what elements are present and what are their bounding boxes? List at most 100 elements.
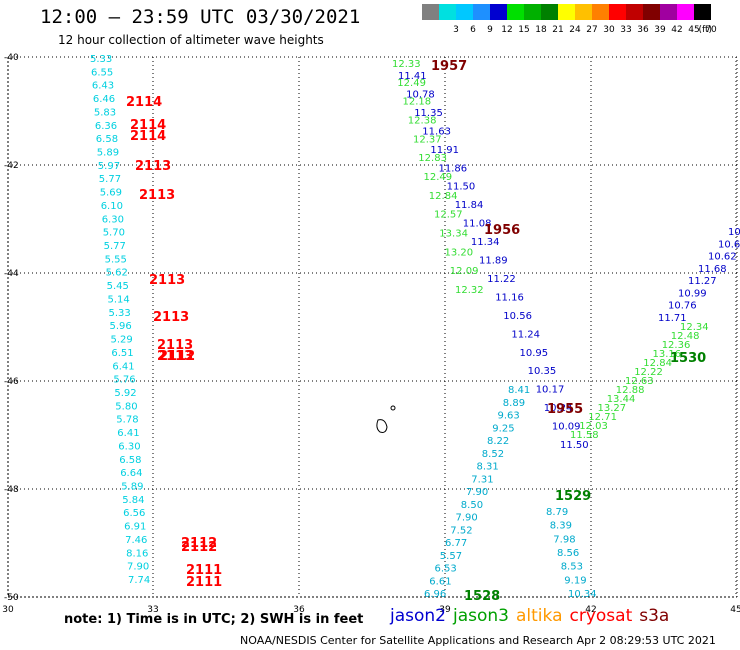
wave-height-label: 11.89 xyxy=(479,256,508,267)
wave-height-label: 13.34 xyxy=(439,229,468,240)
wave-height-label: 12.48 xyxy=(671,331,700,342)
wave-height-label: 5.33 xyxy=(90,54,112,65)
scale-label: 45 xyxy=(688,25,699,34)
wave-height-label: 12.03 xyxy=(579,421,608,432)
wave-height-label: 5.78 xyxy=(116,415,138,426)
time-label: 2113 xyxy=(157,349,193,364)
satellite-name: jason2 xyxy=(390,606,446,626)
wave-height-label: 6.58 xyxy=(96,134,118,145)
lon-tick-label: 36 xyxy=(293,605,305,615)
wave-height-label: 8.79 xyxy=(546,507,568,518)
wave-height-label: 10.24 xyxy=(544,403,573,414)
wave-height-label: 5.14 xyxy=(108,295,130,306)
wave-height-label: 11.27 xyxy=(688,276,717,287)
altimeter-tracks: 5.33 6.55 6.43 6.46 5.83 6.36 6.58 5.89 5.97 5.77… xyxy=(90,54,740,600)
wave-height-label: 13.20 xyxy=(445,247,474,258)
wave-height-label: 11.16 xyxy=(495,292,524,303)
time-label: 2113 xyxy=(139,188,175,203)
wave-height-label: 11.50 xyxy=(560,440,589,451)
satellite-name: altika xyxy=(516,606,563,626)
wave-height-label: 6.43 xyxy=(92,81,114,92)
wave-height-label: 6.96 xyxy=(424,589,446,600)
scale-swatch xyxy=(592,4,609,20)
time-label: 1957 xyxy=(431,59,467,74)
wave-height-label: 10.95 xyxy=(520,348,549,359)
wave-height-label: 12.71 xyxy=(588,412,617,423)
wave-height-label: 11.84 xyxy=(455,200,484,211)
wave-height-label: 11.86 xyxy=(439,163,468,174)
wave-height-label: 13.16 xyxy=(653,349,682,360)
wave-height-label: 11.68 xyxy=(698,264,727,275)
scale-swatch xyxy=(490,4,507,20)
wave-height-label: 11.58 xyxy=(570,430,599,441)
map-subtitle: 12 hour collection of altimeter wave hei… xyxy=(58,33,324,47)
scale-label: 33 xyxy=(620,25,631,34)
scale-swatch xyxy=(643,4,660,20)
wave-height-label: 6.41 xyxy=(112,361,134,372)
wave-height-label: 12.22 xyxy=(634,367,663,378)
scale-label: 36 xyxy=(637,25,649,34)
wave-height-label: 12.18 xyxy=(403,97,432,108)
scale-swatch xyxy=(456,4,473,20)
wave-height-label: 11.63 xyxy=(422,126,451,137)
wave-height-label: 12.37 xyxy=(413,134,442,145)
wave-height-label: 6.30 xyxy=(102,214,124,225)
scale-swatch xyxy=(677,4,694,20)
wave-height-label: 11.91 xyxy=(430,145,459,156)
wave-height-label: 11.41 xyxy=(398,71,427,82)
scale-label: 6 xyxy=(470,25,476,34)
wave-height-label: 6.56 xyxy=(123,508,145,519)
wave-height-label: 7.31 xyxy=(471,474,493,485)
scale-label: 24 xyxy=(569,25,581,34)
satellite-name: jason3 xyxy=(453,606,509,626)
wave-height-label: 10.62 xyxy=(708,252,737,263)
wave-height-label: 12.88 xyxy=(616,385,645,396)
lat-tick-label: -48 xyxy=(4,485,19,495)
island-shape xyxy=(376,419,388,433)
wave-height-label: 6.64 xyxy=(120,468,142,479)
wave-height-label: 12.83 xyxy=(418,153,447,164)
footer-credit: NOAA/NESDIS Center for Satellite Applica… xyxy=(240,634,716,647)
scale-label: 42 xyxy=(671,25,682,34)
wave-height-label: 12.33 xyxy=(392,59,421,70)
scale-label: 15 xyxy=(518,25,529,34)
wave-height-label: 5.77 xyxy=(104,241,126,252)
time-label: 2113 xyxy=(153,310,189,325)
scale-label: 21 xyxy=(552,25,563,34)
wave-height-label: 12.63 xyxy=(625,376,654,387)
wave-height-label: 5.80 xyxy=(115,401,137,412)
wave-height-label: 11.35 xyxy=(414,108,443,119)
time-label: 2112 xyxy=(181,540,217,555)
wave-height-label: 5.33 xyxy=(109,308,131,319)
wave-height-label: 5.55 xyxy=(105,254,127,265)
wave-height-label: 5.84 xyxy=(122,495,144,506)
wave-height-label: 11.50 xyxy=(447,182,476,193)
scale-label: 27 xyxy=(586,25,597,34)
wave-height-label: 6.55 xyxy=(91,67,113,78)
wave-height-label: 7.46 xyxy=(125,535,147,546)
wave-height-label: 6.51 xyxy=(111,348,133,359)
note-text: note: 1) Time is in UTC; 2) SWH is in fe… xyxy=(64,612,364,627)
time-label: 1956 xyxy=(484,223,520,238)
wave-height-label: 11.22 xyxy=(487,274,516,285)
scale-label: 18 xyxy=(535,25,547,34)
scale-swatch xyxy=(575,4,592,20)
time-label: 2111 xyxy=(186,563,222,578)
lon-tick-label: 39 xyxy=(439,605,451,615)
time-label: 2114 xyxy=(130,129,166,144)
wave-height-label: 5.96 xyxy=(110,321,132,332)
wave-height-label: 9.63 xyxy=(498,411,520,422)
wave-height-label: 5.83 xyxy=(94,107,116,118)
wave-height-label: 5.70 xyxy=(103,228,125,239)
wave-height-label: 6.77 xyxy=(445,538,467,549)
time-label: 2112 xyxy=(181,536,217,551)
scale-swatch xyxy=(439,4,456,20)
lon-tick-label: 33 xyxy=(147,605,158,615)
wave-height-label: 5.76 xyxy=(113,375,135,386)
lat-tick-label: -50 xyxy=(4,593,19,603)
time-label: 2113 xyxy=(135,159,171,174)
lat-tick-label: -42 xyxy=(4,161,19,171)
time-label: 1955 xyxy=(547,402,583,417)
lon-tick-label: 42 xyxy=(585,605,596,615)
